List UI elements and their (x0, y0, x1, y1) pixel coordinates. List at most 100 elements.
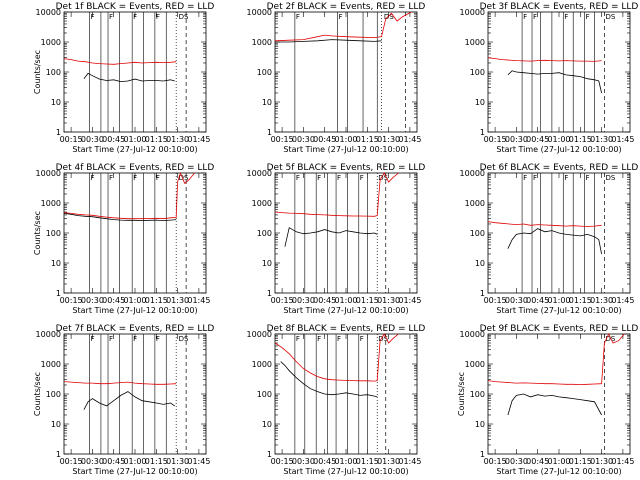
flag-label: F (156, 174, 160, 182)
flag-label: F (109, 335, 113, 343)
y-tick-label: 1000 (465, 38, 485, 47)
panel-title: Det 3f BLACK = Events, RED = LLD (480, 2, 639, 12)
y-tick-label: 100 (257, 390, 272, 399)
flag-label: F (133, 335, 137, 343)
x-tick-label: 00:30 (505, 457, 528, 466)
series-lld-line (63, 381, 177, 385)
panel-title: Det 6f BLACK = Events, RED = LLD (480, 163, 639, 173)
panel-title: Det 1f BLACK = Events, RED = LLD (56, 2, 215, 12)
y-tick-label: 10000 (247, 169, 272, 178)
y-tick-label: 10000 (460, 330, 485, 339)
x-tick-label: 01:15 (569, 296, 592, 305)
panel-det-8: Det 8f BLACK = Events, RED = LLD 1 10 100 10… (247, 324, 426, 476)
x-tick-label: 00:30 (505, 135, 528, 144)
x-tick-label: 01:00 (334, 296, 357, 305)
x-tick-label: 01:30 (377, 296, 400, 305)
series-events-line (280, 361, 378, 398)
x-axis-label: Start Time (27-Jul-12 00:10:00) (283, 145, 408, 154)
x-tick-label: 01:00 (123, 296, 146, 305)
flag-label: F (91, 335, 95, 343)
x-axis-label: Start Time (27-Jul-12 00:10:00) (72, 467, 197, 476)
y-tick-label: 10000 (247, 8, 272, 17)
flag-label: F (109, 174, 113, 182)
y-tick-label: 10 (475, 98, 485, 107)
x-tick-label: 00:45 (102, 135, 125, 144)
flag-label: F (317, 335, 321, 343)
x-tick-label: 01:45 (187, 296, 210, 305)
x-tick-label: 01:15 (569, 135, 592, 144)
x-axis-label: Start Time (27-Jul-12 00:10:00) (496, 306, 621, 315)
y-tick-label: 100 (257, 229, 272, 238)
x-tick-label: 01:00 (547, 296, 570, 305)
x-tick-label: 01:15 (145, 135, 168, 144)
x-tick-label: 01:30 (166, 296, 189, 305)
panel-title: Det 5f BLACK = Events, RED = LLD (267, 163, 426, 173)
y-tick-label: 10000 (36, 169, 61, 178)
flag-label: DS (605, 174, 615, 182)
y-axis-label: Counts/sec (33, 50, 42, 94)
series-lld-line (63, 171, 195, 220)
x-tick-label: 00:45 (313, 135, 336, 144)
y-tick-label: 10 (475, 420, 485, 429)
y-tick-label: 10 (51, 98, 61, 107)
y-tick-label: 10 (51, 259, 61, 268)
panel-det-1: Det 1f BLACK = Events, RED = LLD 1 10 100 10… (33, 2, 214, 154)
y-tick-label: 1 (480, 289, 485, 298)
x-tick-label: 01:45 (398, 296, 421, 305)
y-axis-label: Counts/sec (457, 372, 466, 416)
panel-title: Det 4f BLACK = Events, RED = LLD (56, 163, 215, 173)
flag-label: DS (179, 174, 189, 182)
y-axis-label: Counts/sec (33, 372, 42, 416)
flag-label: F (533, 13, 537, 21)
flag-label: DS (384, 13, 394, 21)
x-tick-label: 01:45 (611, 135, 634, 144)
x-tick-label: 00:45 (526, 135, 549, 144)
panel-title: Det 2f BLACK = Events, RED = LLD (267, 2, 426, 12)
series-lld-line (274, 333, 399, 382)
panel-title: Det 9f BLACK = Events, RED = LLD (480, 324, 639, 334)
flag-label: F (156, 13, 160, 21)
x-axis-label: Start Time (27-Jul-12 00:10:00) (72, 306, 197, 315)
flag-label: F (91, 174, 95, 182)
flag-label: F (296, 13, 300, 21)
y-tick-label: 1 (56, 128, 61, 137)
plot-frame (63, 333, 207, 455)
flag-label: F (360, 335, 364, 343)
flag-label: DS (179, 13, 189, 21)
flag-label: DS (378, 174, 388, 182)
x-tick-label: 00:15 (484, 296, 507, 305)
x-tick-label: 00:30 (292, 135, 315, 144)
panel-det-4: Det 4f BLACK = Events, RED = LLD 1 10 100 10… (33, 163, 214, 315)
x-tick-label: 01:45 (187, 457, 210, 466)
x-axis-label: Start Time (27-Jul-12 00:10:00) (283, 306, 408, 315)
panel-det-7: Det 7f BLACK = Events, RED = LLD 1 10 100 10… (33, 324, 214, 476)
plot-frame (487, 11, 631, 133)
x-tick-label: 01:30 (590, 457, 613, 466)
flag-label: DS (179, 335, 189, 343)
series-lld-line (274, 172, 399, 217)
x-tick-label: 01:15 (145, 296, 168, 305)
y-tick-label: 1000 (465, 360, 485, 369)
y-tick-label: 1000 (252, 199, 272, 208)
y-tick-label: 1 (480, 128, 485, 137)
x-tick-label: 00:30 (81, 296, 104, 305)
x-tick-label: 00:15 (484, 457, 507, 466)
flag-label: DS (378, 335, 388, 343)
x-tick-label: 01:45 (611, 457, 634, 466)
y-tick-label: 100 (46, 390, 61, 399)
x-tick-label: 00:15 (60, 457, 83, 466)
plot-frame (63, 172, 207, 294)
panel-det-9: Det 9f BLACK = Events, RED = LLD 1 10 100 10… (457, 324, 638, 476)
flag-label: F (586, 174, 590, 182)
y-tick-label: 10 (262, 420, 272, 429)
x-tick-label: 01:30 (377, 457, 400, 466)
x-tick-label: 00:45 (526, 296, 549, 305)
y-axis-label: Counts/sec (33, 211, 42, 255)
x-tick-label: 01:45 (187, 135, 210, 144)
y-tick-label: 100 (257, 68, 272, 77)
flag-label: F (564, 174, 568, 182)
flag-label: F (586, 13, 590, 21)
x-tick-label: 01:00 (334, 457, 357, 466)
x-tick-label: 00:45 (102, 457, 125, 466)
